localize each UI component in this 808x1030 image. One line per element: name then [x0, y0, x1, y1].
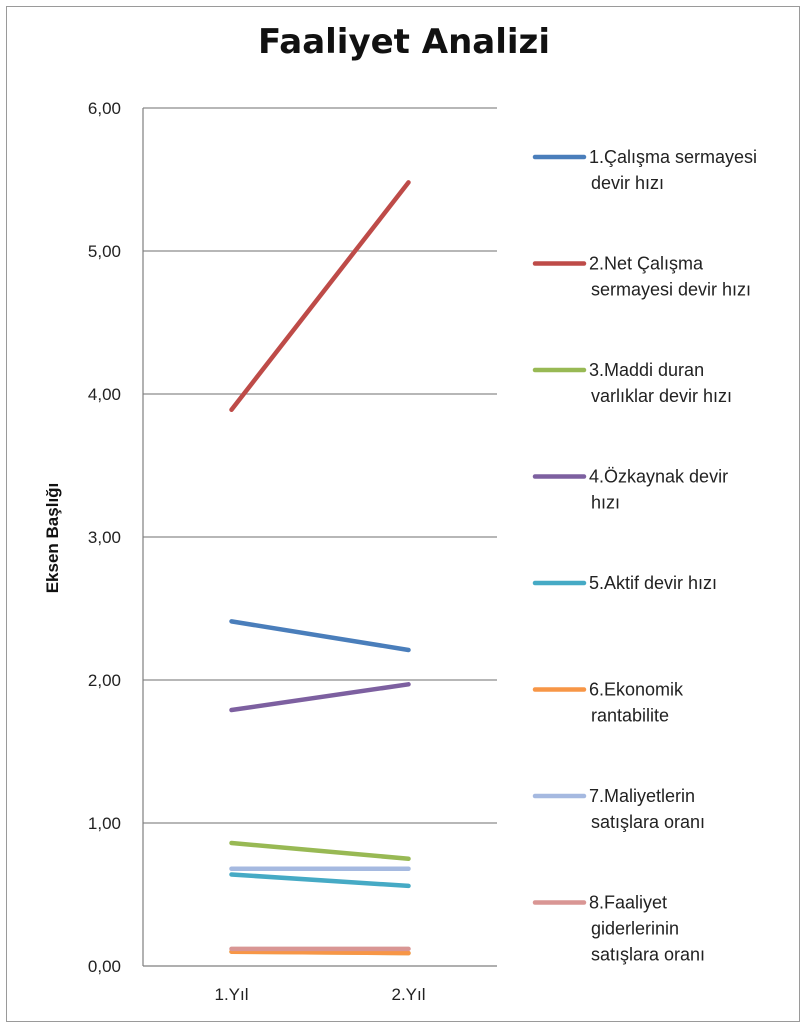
series-lines	[229, 180, 411, 956]
y-tick-label: 4,00	[88, 385, 121, 404]
y-tick-label: 2,00	[88, 671, 121, 690]
legend-entry-8: 8.Faaliyet giderlerinin satışlara oranı	[589, 893, 705, 965]
legend-entry-7: 7.Maliyetlerin satışlara oranı	[589, 786, 705, 832]
y-tick-label: 5,00	[88, 242, 121, 261]
y-tick-label: 6,00	[88, 99, 121, 118]
axes	[142, 108, 497, 967]
legend-entry-2: 2.Net Çalışma sermayesi devir hızı	[589, 254, 751, 300]
chart-frame	[6, 6, 800, 1022]
legend-entry-4: 4.Özkaynak devir hızı	[589, 467, 728, 513]
gridlines	[143, 107, 497, 824]
chart-title: Faaliyet Analizi	[258, 22, 550, 62]
x-tick-label: 1.Yıl	[214, 985, 248, 1004]
x-tick-label: 2.Yıl	[391, 985, 425, 1004]
y-tick-label: 3,00	[88, 528, 121, 547]
legend-entry-6: 6.Ekonomik rantabilite	[589, 680, 684, 726]
x-tick-labels: 1.Yıl 2.Yıl	[214, 985, 425, 1004]
legend-entry-1: 1.Çalışma sermayesi devir hızı	[589, 147, 757, 193]
series-line-1	[229, 619, 411, 653]
legend-entry-3: 3.Maddi duran varlıklar devir hızı	[589, 360, 732, 406]
series-line-2	[229, 180, 411, 412]
y-tick-label: 1,00	[88, 814, 121, 833]
legend: 1.Çalışma sermayesi devir hızı 2.Net Çalış…	[532, 147, 757, 965]
y-tick-label: 0,00	[88, 957, 121, 976]
legend-entry-5: 5.Aktif devir hızı	[589, 573, 717, 593]
y-tick-labels: 0,00 1,00 2,00 3,00 4,00 5,00 6,00	[88, 99, 121, 976]
series-line-6	[229, 949, 411, 956]
series-line-3	[229, 840, 411, 861]
series-line-5	[229, 872, 411, 889]
y-axis-label: Eksen Başlığı	[43, 483, 62, 594]
series-line-4	[229, 682, 411, 713]
